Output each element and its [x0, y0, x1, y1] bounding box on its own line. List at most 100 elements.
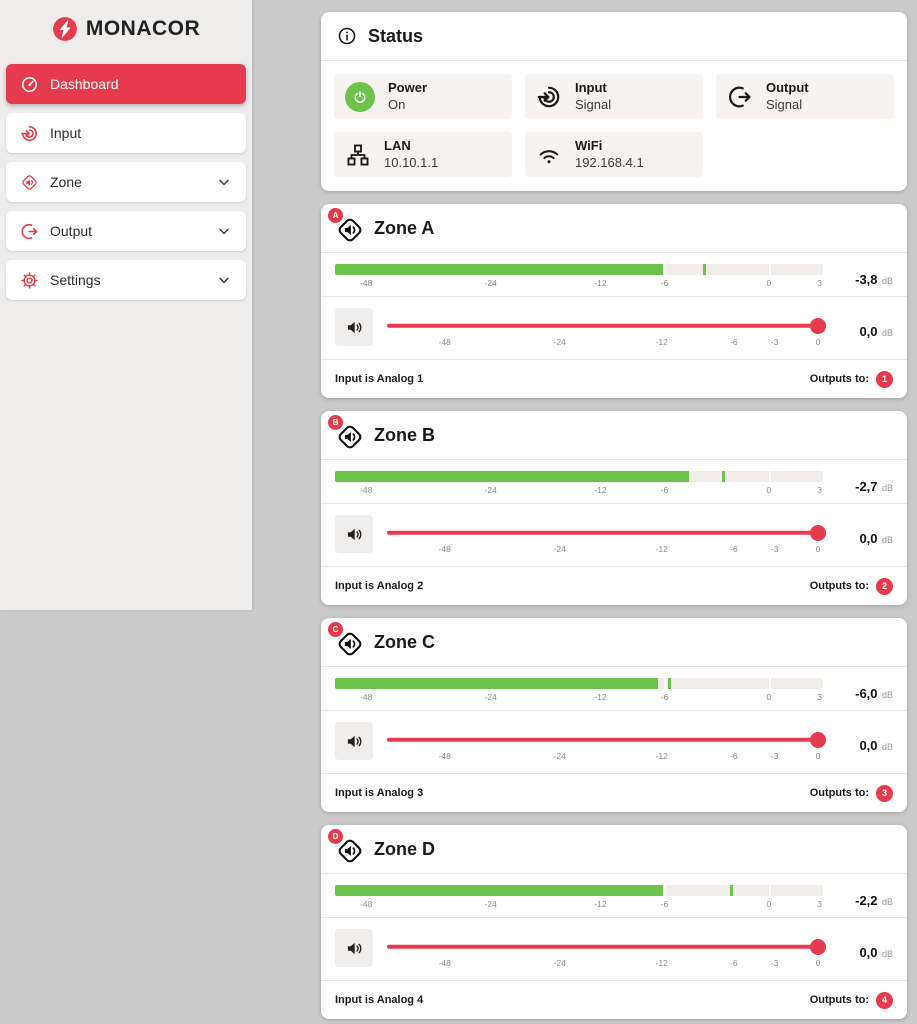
- divider: [321, 252, 907, 253]
- sidebar-item-label: Settings: [50, 272, 101, 288]
- level-meter-fill: [335, 885, 664, 896]
- input-icon: [536, 84, 562, 110]
- scale-tick: -3: [770, 544, 779, 554]
- volume-slider-track: [387, 323, 818, 328]
- divider: [321, 566, 907, 567]
- volume-slider-track: [387, 530, 818, 535]
- outputs-label: Outputs to:: [809, 373, 869, 385]
- volume-slider-thumb[interactable]: [809, 731, 826, 748]
- scale-tick: -48: [438, 751, 451, 761]
- volume-scale: -48 -24 -12 -6 -3 0: [387, 544, 821, 555]
- volume-slider[interactable]: [387, 938, 826, 955]
- power-icon: [345, 81, 375, 112]
- sidebar-menu: Dashboard Input Zone Output Settings: [0, 58, 252, 300]
- zone-letter-badge: D: [328, 829, 343, 844]
- level-meter-row: -48 -24 -12 -6 0 3 -2,2 dB: [321, 874, 907, 917]
- volume-row: -48 -24 -12 -6 -3 0 0,0 dB: [321, 297, 907, 359]
- status-tile-label: Output: [766, 79, 809, 95]
- level-value: -3,8 dB: [855, 272, 893, 287]
- zone-footer: Input is Analog 3 Outputs to: 3: [321, 774, 907, 812]
- zone-speaker-icon: B: [328, 415, 365, 452]
- level-meter-peak: [721, 471, 725, 482]
- volume-value: 0,0 dB: [859, 531, 893, 546]
- scale-tick: -12: [655, 751, 668, 761]
- dashboard-icon: [20, 75, 39, 94]
- volume-slider-thumb[interactable]: [809, 938, 826, 955]
- scale-tick: -6: [729, 751, 738, 761]
- sidebar-item-input[interactable]: Input: [6, 113, 246, 153]
- zone-header: D Zone D: [321, 825, 907, 873]
- mute-button[interactable]: [335, 929, 373, 967]
- scale-tick: 3: [817, 692, 822, 702]
- scale-tick: -48: [360, 278, 373, 288]
- zone-letter-badge: A: [328, 208, 343, 223]
- volume-slider-track: [387, 944, 818, 949]
- status-tile-label: WiFi: [575, 137, 603, 153]
- status-title: Status: [368, 25, 424, 46]
- zone-header: C Zone C: [321, 618, 907, 666]
- volume-value: 0,0 dB: [859, 324, 893, 339]
- scale-tick: -12: [655, 958, 668, 968]
- volume-slider-thumb[interactable]: [809, 524, 826, 541]
- scale-tick: 0: [766, 692, 772, 702]
- sidebar-item-settings[interactable]: Settings: [6, 260, 246, 300]
- level-meter-row: -48 -24 -12 -6 0 3 -2,7 dB: [321, 460, 907, 503]
- zone-card-b: B Zone B -48 -24 -12 -6 0 3 -2,7 dB: [321, 411, 907, 605]
- scale-tick: -24: [484, 692, 497, 702]
- status-tiles: Power On Input Signal Output Signal LAN …: [321, 61, 907, 191]
- status-tile-label: Input: [575, 79, 607, 95]
- volume-slider-track: [387, 737, 818, 742]
- scale-tick: 3: [817, 485, 822, 495]
- scale-tick: -24: [553, 337, 566, 347]
- level-meter: [335, 264, 823, 275]
- sidebar-item-label: Zone: [50, 174, 82, 190]
- brand-logo: MONACOR: [0, 0, 252, 58]
- wifi-icon: [536, 142, 562, 168]
- settings-icon: [20, 271, 39, 290]
- monacor-logo-icon: [52, 16, 78, 42]
- mute-button[interactable]: [335, 515, 373, 553]
- level-meter-row: -48 -24 -12 -6 0 3 -3,8 dB: [321, 253, 907, 296]
- scale-tick: -6: [729, 958, 738, 968]
- zone-footer: Input is Analog 1 Outputs to: 1: [321, 360, 907, 398]
- volume-slider[interactable]: [387, 524, 826, 541]
- divider: [321, 60, 907, 61]
- sidebar-item-dashboard[interactable]: Dashboard: [6, 64, 246, 104]
- info-icon: [337, 26, 357, 46]
- volume-slider[interactable]: [387, 731, 826, 748]
- status-tile-value: On: [388, 96, 406, 112]
- level-meter-peak: [667, 678, 671, 689]
- volume-slider[interactable]: [387, 317, 826, 334]
- level-meter-row: -48 -24 -12 -6 0 3 -6,0 dB: [321, 667, 907, 710]
- zone-header: A Zone A: [321, 204, 907, 252]
- scale-tick: -24: [553, 544, 566, 554]
- zone-input-label: Input is Analog 3: [335, 787, 424, 799]
- mute-button[interactable]: [335, 308, 373, 346]
- meter-segment-divider: [768, 885, 771, 896]
- scale-tick: -3: [770, 337, 779, 347]
- lan-icon: [345, 142, 371, 168]
- divider: [321, 710, 907, 711]
- sidebar-item-label: Dashboard: [50, 76, 119, 92]
- mute-button[interactable]: [335, 722, 373, 760]
- divider: [321, 773, 907, 774]
- scale-tick: -12: [594, 692, 607, 702]
- scale-tick: 0: [815, 544, 821, 554]
- zone-footer: Input is Analog 2 Outputs to: 2: [321, 567, 907, 605]
- sidebar-item-output[interactable]: Output: [6, 211, 246, 251]
- volume-scale: -48 -24 -12 -6 -3 0: [387, 337, 821, 348]
- sidebar-item-zone[interactable]: Zone: [6, 162, 246, 202]
- level-value: -2,2 dB: [855, 893, 893, 908]
- output-icon: [20, 222, 39, 241]
- output-icon: [727, 84, 753, 110]
- zone-title: Zone D: [374, 838, 435, 859]
- zone-input-label: Input is Analog 2: [335, 580, 424, 592]
- volume-slider-thumb[interactable]: [809, 317, 826, 334]
- level-meter-fill: [335, 678, 659, 689]
- zone-input-label: Input is Analog 1: [335, 373, 424, 385]
- sidebar-item-label: Input: [50, 125, 82, 141]
- meter-segment-divider: [768, 264, 771, 275]
- zone-header: B Zone B: [321, 411, 907, 459]
- zone-card-a: A Zone A -48 -24 -12 -6 0 3 -3,8 dB: [321, 204, 907, 398]
- status-tile-value: 10.10.1.1: [384, 154, 439, 170]
